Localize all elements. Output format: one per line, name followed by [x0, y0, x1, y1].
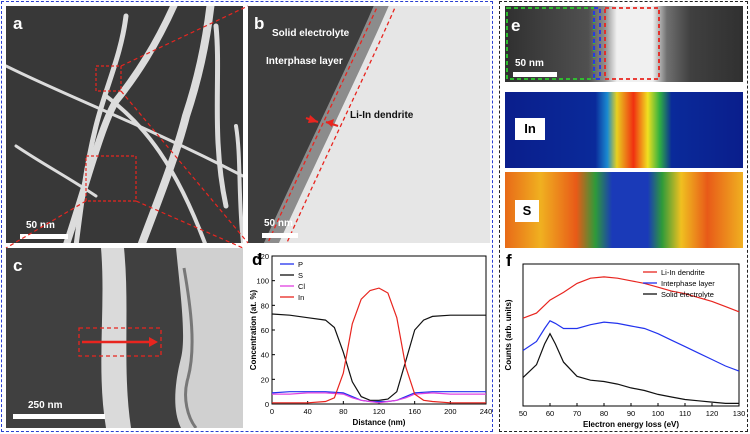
series-line-in — [272, 287, 486, 404]
x-tick-label: 80 — [339, 407, 347, 416]
y-tick-label: 40 — [261, 351, 269, 360]
s-map-label: S — [515, 200, 539, 222]
panel-b-scale-bar — [262, 233, 298, 238]
series-line-li-in-dendrite — [522, 276, 740, 319]
panel-e-stem-image: e 50 nm — [505, 6, 743, 82]
panel-b-dendrite-drawing — [248, 6, 490, 243]
panel-a-scale-text: 50 nm — [26, 220, 55, 231]
panel-label: f — [506, 251, 512, 270]
y-tick-label: 80 — [261, 301, 269, 310]
x-tick-label: 120 — [373, 407, 386, 416]
x-tick-label: 90 — [627, 409, 635, 418]
y-tick-label: 20 — [261, 375, 269, 384]
series-line-interphase-layer — [522, 320, 740, 372]
plot-area — [271, 255, 487, 405]
legend-entry: Cl — [298, 282, 305, 291]
x-tick-label: 60 — [546, 409, 554, 418]
y-axis-label: Counts (arb. units) — [504, 299, 513, 370]
panel-c-tem-image: c 250 nm — [6, 248, 243, 428]
left-figure-frame — [1, 1, 493, 432]
y-tick-label: 60 — [261, 326, 269, 335]
li-in-dendrite-label: Li-In dendrite — [350, 110, 414, 121]
panel-b-label: b — [254, 14, 265, 33]
panel-e-scale-bar — [513, 72, 557, 77]
panel-e-haadf-image — [505, 6, 743, 82]
series-line-p — [271, 391, 486, 403]
legend-entry: Interphase layer — [661, 279, 715, 288]
x-tick-label: 200 — [444, 407, 457, 416]
panel-b-tem-image: b Solid electrolyte Interphase layer Li-… — [248, 6, 490, 243]
panel-a-scale-bar — [20, 234, 68, 239]
panel-a-tem-image: a 50 nm — [6, 6, 243, 243]
panel-c-scale-bar — [13, 414, 105, 419]
legend-entry: In — [298, 293, 304, 302]
x-tick-label: 120 — [706, 409, 719, 418]
x-tick-label: 130 — [733, 409, 746, 418]
legend-entry: Li-In dendrite — [661, 268, 705, 277]
x-tick-label: 50 — [519, 409, 527, 418]
panel-label: d — [252, 250, 262, 269]
x-axis-label: Electron energy loss (eV) — [583, 420, 679, 429]
in-elemental-map: In — [505, 92, 743, 168]
x-tick-label: 0 — [270, 407, 274, 416]
panel-d-line-chart: 0 40 80 120 160 200 240 0 20 40 60 80 100 120 Distance… — [249, 250, 492, 427]
right-figure-frame — [499, 1, 748, 432]
legend-entry: S — [298, 271, 303, 280]
s-map-image — [505, 172, 743, 248]
solid-electrolyte-label: Solid electrolyte — [272, 28, 350, 39]
panel-c-label: c — [13, 256, 23, 275]
y-tick-label: 120 — [256, 252, 269, 261]
panel-f-line-chart: 50 60 70 80 90 100 110 120 130 Electron energy lo… — [504, 251, 746, 429]
panel-e-scale-text: 50 nm — [515, 58, 544, 69]
x-tick-label: 110 — [679, 409, 691, 418]
panel-a-label: a — [13, 14, 23, 33]
panel-b-scale-text: 50 nm — [264, 218, 293, 229]
y-tick-label: 100 — [256, 277, 269, 286]
panel-c-dendrite-drawing — [6, 248, 243, 428]
series-line-solid-electrolyte — [522, 332, 739, 404]
interphase-layer-label: Interphase layer — [266, 56, 343, 67]
x-tick-label: 70 — [573, 409, 581, 418]
in-map-label: In — [515, 118, 545, 140]
x-tick-label: 80 — [600, 409, 608, 418]
series-line-cl — [272, 392, 486, 404]
panel-a-dendrite-drawing — [6, 6, 243, 243]
legend-entry: Solid electrolyte — [661, 290, 714, 299]
y-axis-label: Concentration (at. %) — [249, 289, 258, 370]
legend-entry: P — [298, 260, 303, 269]
s-elemental-map: S — [505, 172, 743, 248]
panel-e-label: e — [511, 16, 521, 35]
x-tick-label: 100 — [652, 409, 665, 418]
y-tick-label: 0 — [265, 400, 269, 409]
x-tick-label: 240 — [480, 407, 492, 416]
x-axis-label: Distance (nm) — [353, 418, 406, 427]
series-line-s — [271, 313, 486, 401]
x-tick-label: 160 — [408, 407, 421, 416]
x-tick-label: 40 — [303, 407, 311, 416]
panel-c-scale-text: 250 nm — [28, 400, 63, 411]
